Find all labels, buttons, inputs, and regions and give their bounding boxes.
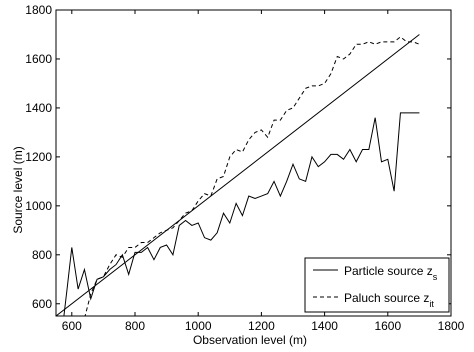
x-axis: 600 800 1000 1200 1400 1600 1800: [62, 10, 465, 333]
x-tick-label: 1000: [185, 319, 212, 333]
legend-label-particle-text: Particle source z: [344, 264, 433, 278]
legend-label-paluch-text: Paluch source z: [344, 291, 429, 305]
axes-frame: [55, 9, 452, 317]
x-tick-label: 1400: [311, 319, 338, 333]
legend-label-paluch: Paluch source zit: [344, 291, 434, 309]
legend-label-particle: Particle source zs: [344, 264, 438, 282]
x-axis-label: Observation level (m): [193, 333, 307, 347]
plot-area-border: [55, 9, 452, 317]
x-tick-label: 800: [125, 319, 145, 333]
x-tick-label: 1200: [248, 319, 275, 333]
legend: Particle source zs Paluch source zit: [304, 257, 450, 313]
y-tick-label: 600: [32, 297, 52, 311]
y-tick-label: 1000: [25, 199, 52, 213]
series-layer: [56, 34, 420, 316]
legend-label-particle-sub: s: [433, 272, 438, 282]
y-tick-label: 1400: [25, 101, 52, 115]
x-tick-label: 1600: [374, 319, 401, 333]
y-tick-label: 1800: [25, 3, 52, 17]
series-particle-source: [63, 112, 420, 316]
x-tick-label: 600: [62, 319, 82, 333]
series-paluch-source: [76, 36, 420, 316]
y-axis-label: Source level (m): [11, 146, 25, 233]
series-reference-line: [56, 34, 420, 316]
legend-box: [304, 257, 450, 313]
y-axis: 600 800 1000 1200 1400 1600 1800: [25, 3, 451, 311]
y-tick-label: 1200: [25, 150, 52, 164]
legend-label-paluch-sub: it: [429, 299, 434, 309]
y-tick-label: 800: [32, 248, 52, 262]
x-tick-label: 1800: [438, 319, 465, 333]
y-tick-label: 1600: [25, 52, 52, 66]
